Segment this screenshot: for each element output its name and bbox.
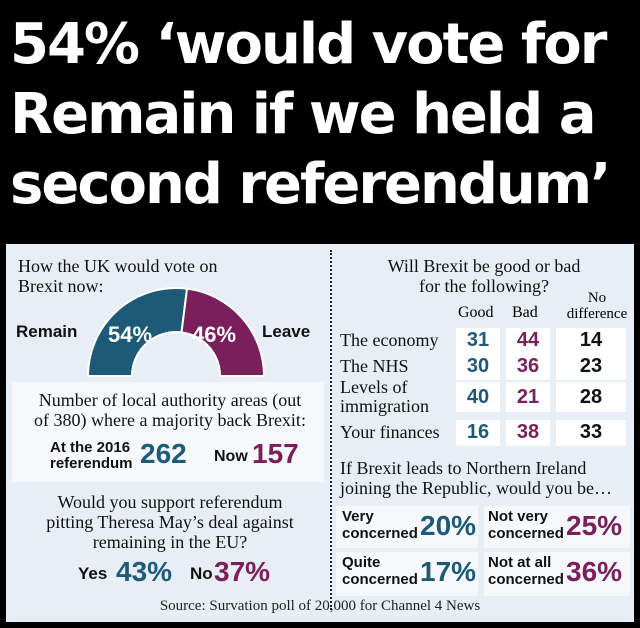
headline-line-3: second referendum’ [10,152,611,217]
remain-label: Remain [16,322,78,341]
row-label-nhs: The NHS [340,356,409,376]
local-areas-question: Number of local authority areas (out of … [18,390,322,430]
headline-line-2: Remain if we held a [10,82,596,147]
leave-pct: 46% [192,322,237,347]
at-2016-label: At the 2016 referendum [50,440,133,472]
at-2016-label-line-2: referendum [50,455,133,472]
cell-nhs-bad: 36 [506,354,550,380]
column-divider [330,250,332,610]
cell-immigration-nodiff: 28 [556,382,626,412]
good-bad-question-line-2: for the following? [419,276,549,296]
ni-notvery-box [484,506,630,548]
headline: 54% ‘would vote for Remain if we held a … [10,10,630,220]
referendum-support-question: Would you support referendum pitting The… [18,492,322,552]
ni-notvery-label: Not very concerned [488,508,564,542]
poll-panel: How the UK would vote on Brexit now: Rem… [6,244,634,622]
cell-nhs-good: 30 [456,354,500,380]
ni-quite-value: 17% [420,556,477,587]
leave-arc [180,287,266,377]
ni-question-line-2: joining the Republic, would you be… [340,478,612,498]
ni-notvery-label-line-1: Not very [488,508,549,525]
vote-now-half-donut [86,287,266,377]
cell-immigration-good: 40 [456,382,500,412]
local-areas-question-line-1: Number of local authority areas (out [38,390,302,410]
cell-immigration-bad: 21 [506,382,550,412]
col-good-header: Good [458,304,494,321]
ni-notvery-label-line-2: concerned [488,525,564,542]
vote-now-question: How the UK would vote on Brexit now: [18,256,217,296]
ni-quite-label-line-2: concerned [342,571,418,588]
cell-economy-bad: 44 [506,328,550,354]
local-areas-box [12,382,324,482]
now-label: Now [214,448,248,465]
at-2016-label-line-1: At the 2016 [50,439,131,456]
ni-very-label: Very concerned [342,508,418,542]
row-label-economy: The economy [340,330,439,350]
ni-very-label-line-2: concerned [342,525,418,542]
cell-finances-bad: 38 [506,420,550,446]
ni-very-label-line-1: Very [342,508,374,525]
ni-question-line-1: If Brexit leads to Northern Ireland [340,458,587,478]
ni-notatall-label-line-2: concerned [488,571,564,588]
now-value: 157 [252,438,299,469]
col-nodiff-header-line-2: difference [566,306,628,322]
row-label-immigration: Levels of immigration [340,378,429,416]
row-label-immigration-line-1: Levels of [340,377,408,397]
col-bad-header: Bad [512,304,538,321]
ni-question: If Brexit leads to Northern Ireland join… [340,458,612,498]
vote-now-question-line-1: How the UK would vote on [18,256,218,276]
remain-pct: 54% [108,322,153,347]
good-bad-question: Will Brexit be good or bad for the follo… [340,256,628,296]
referendum-support-question-line-1: Would you support referendum [57,492,283,512]
cell-economy-good: 31 [456,328,500,354]
vote-now-question-line-2: Brexit now: [18,276,104,296]
ni-quite-label: Quite concerned [342,554,418,588]
yes-value: 43% [116,556,173,587]
no-label: No [190,564,213,583]
good-bad-question-line-1: Will Brexit be good or bad [387,256,581,276]
remain-arc [86,287,189,377]
yes-label: Yes [78,564,108,583]
cell-nhs-nodiff: 23 [556,354,626,380]
ni-quite-box [336,552,478,596]
no-value: 37% [214,556,271,587]
ni-notatall-value: 36% [566,556,623,587]
referendum-support-question-line-3: remaining in the EU? [92,532,248,552]
cell-economy-nodiff: 14 [556,328,626,354]
headline-line-1: 54% ‘would vote for [10,12,607,77]
referendum-support-question-line-2: pitting Theresa May’s deal against [46,512,294,532]
col-nodiff-header-line-1: No [587,290,607,306]
cell-finances-nodiff: 33 [556,420,626,446]
row-label-immigration-line-2: immigration [340,396,429,416]
ni-notatall-label-line-1: Not at all [488,554,552,571]
at-2016-value: 262 [140,438,187,469]
ni-very-value: 20% [420,510,477,541]
cell-finances-good: 16 [456,420,500,446]
ni-notvery-value: 25% [566,510,623,541]
local-areas-question-line-2: of 380) where a majority back Brexit: [34,410,306,430]
leave-label: Leave [262,322,311,341]
source-note: Source: Survation poll of 20,000 for Cha… [159,598,481,614]
ni-very-box [336,506,478,548]
ni-quite-label-line-1: Quite [342,554,381,571]
row-label-finances: Your finances [340,422,440,442]
col-nodiff-header: No difference [564,290,630,322]
ni-notatall-box [484,552,630,596]
ni-notatall-label: Not at all concerned [488,554,564,588]
